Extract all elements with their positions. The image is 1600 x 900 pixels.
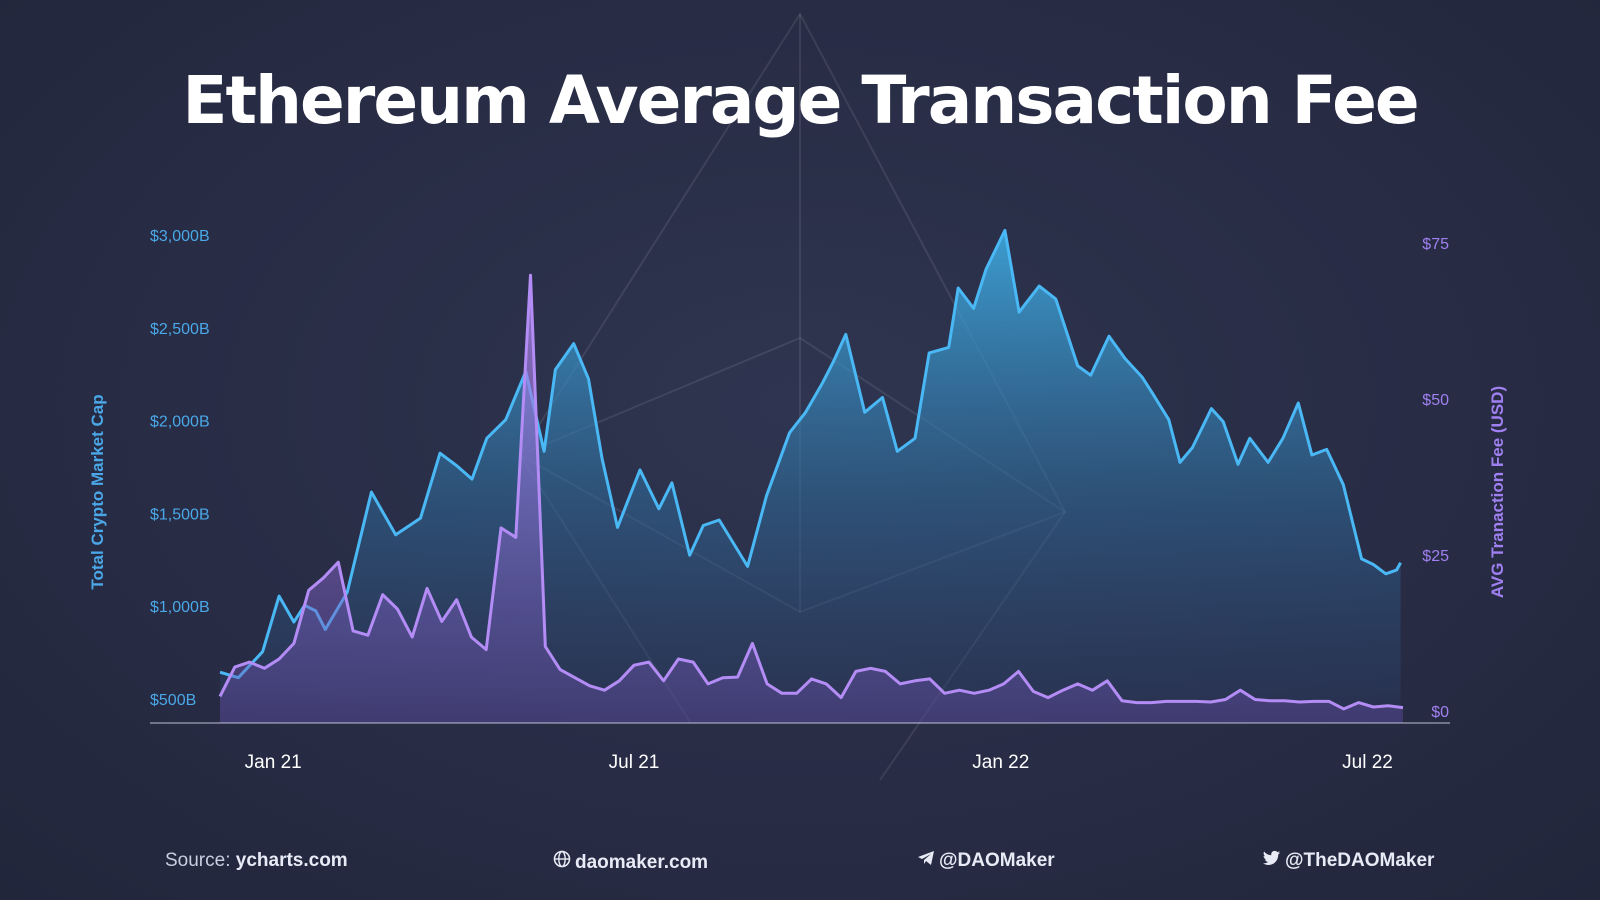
x-axis-tick-label: Jul 22: [1342, 752, 1393, 773]
x-axis-tick-label: Jan 21: [245, 752, 302, 773]
twitter-icon: [1263, 850, 1281, 871]
avg-fee-points: [219, 275, 1404, 709]
market-cap-points: [219, 230, 1401, 678]
right-axis-tick-label: $25: [1422, 548, 1449, 565]
twitter-link[interactable]: @TheDAOMaker: [1285, 850, 1435, 871]
twitter-credit: @TheDAOMaker: [1263, 850, 1434, 872]
source-prefix: Source:: [165, 850, 236, 871]
website-credit: daomaker.com: [553, 850, 708, 874]
right-axis-label: AVG Tranaction Fee (USD): [1488, 385, 1507, 599]
x-axis-tick-label: Jul 21: [609, 752, 660, 773]
left-axis-tick-label: $3,000B: [150, 228, 210, 245]
source-credit: Source: ycharts.com: [165, 850, 348, 872]
telegram-credit: @DAOMaker: [917, 850, 1055, 872]
source-link[interactable]: ycharts.com: [235, 850, 348, 871]
chart-title: Ethereum Average Transaction Fee: [182, 62, 1419, 139]
x-axis-tick-label: Jan 22: [972, 752, 1029, 773]
telegram-link[interactable]: @DAOMaker: [939, 850, 1055, 871]
x-axis: Jan 21 Jul 21 Jan 22 Jul 22: [245, 752, 1393, 773]
left-axis-tick-label: $1,500B: [150, 506, 210, 523]
avg-fee-area: [220, 275, 1403, 723]
right-axis-tick-label: $50: [1422, 392, 1449, 409]
left-axis-tick-label: $2,000B: [150, 414, 210, 431]
right-axis-tick-label: $0: [1431, 704, 1449, 721]
globe-icon: [553, 850, 571, 873]
left-axis-label: Total Crypto Market Cap: [88, 394, 107, 590]
market-cap-line: [219, 228, 1402, 680]
left-axis-tick-label: $1,000B: [150, 599, 210, 616]
left-axis: $500B $1,000B $1,500B $2,000B $2,500B $3,000B: [150, 228, 210, 709]
plot-area: [150, 228, 1450, 724]
right-axis: $0 $25 $50 $75: [1422, 236, 1449, 721]
left-axis-tick-label: $2,500B: [150, 321, 210, 338]
right-axis-tick-label: $75: [1422, 236, 1449, 253]
telegram-icon: [917, 850, 935, 871]
website-link[interactable]: daomaker.com: [575, 852, 709, 873]
left-axis-tick-label: $500B: [150, 692, 196, 709]
